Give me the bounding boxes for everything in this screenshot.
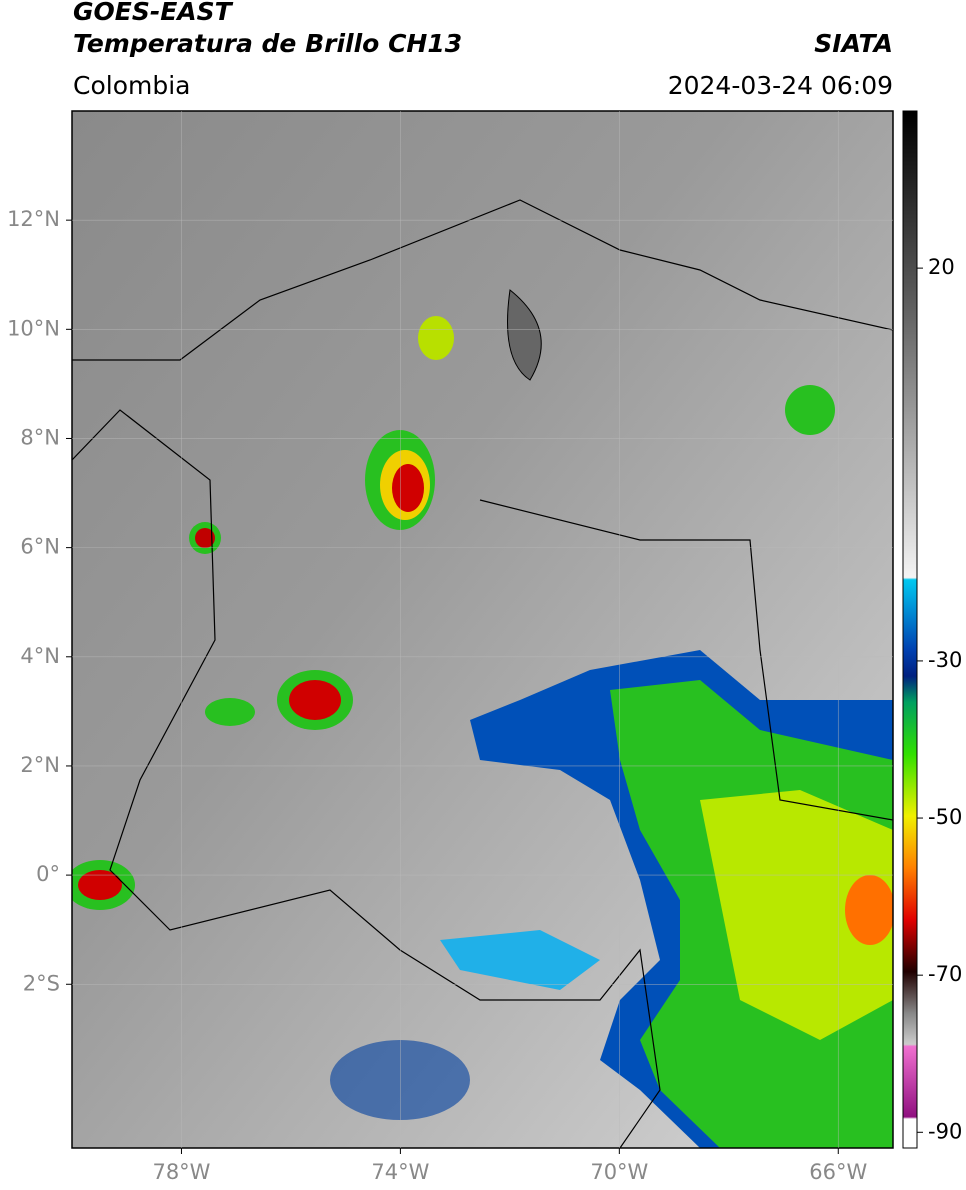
- y-tick-label: 2°N: [20, 753, 60, 777]
- x-tick-label: 66°W: [809, 1160, 867, 1184]
- y-tick-label: 8°N: [20, 425, 60, 449]
- title: GOES-EAST: [73, 0, 234, 26]
- colorbar-tick-label: -50: [928, 805, 962, 829]
- colorbar-tick-label: -90: [928, 1119, 962, 1143]
- y-tick-label: 2°S: [23, 971, 60, 995]
- colorbar: [902, 110, 918, 1149]
- subtitle: Temperatura de Brillo CH13: [73, 29, 462, 58]
- map-frame: [71, 110, 894, 1149]
- y-tick-label: 10°N: [7, 316, 60, 340]
- colorbar-tick-label: 20: [928, 255, 955, 279]
- y-tick-label: 6°N: [20, 535, 60, 559]
- y-tick-label: 0°: [36, 862, 60, 886]
- x-tick-label: 70°W: [590, 1160, 648, 1184]
- source: SIATA: [814, 29, 893, 58]
- y-tick-label: 4°N: [20, 644, 60, 668]
- y-tick-label: 12°N: [7, 207, 60, 231]
- x-tick-label: 78°W: [152, 1160, 210, 1184]
- datetime: 2024-03-24 06:09: [668, 71, 893, 100]
- region: Colombia: [73, 71, 190, 100]
- colorbar-tick-label: -70: [928, 962, 962, 986]
- colorbar-tick-label: -30: [928, 648, 962, 672]
- imagery: [72, 111, 893, 1148]
- x-tick-label: 74°W: [371, 1160, 429, 1184]
